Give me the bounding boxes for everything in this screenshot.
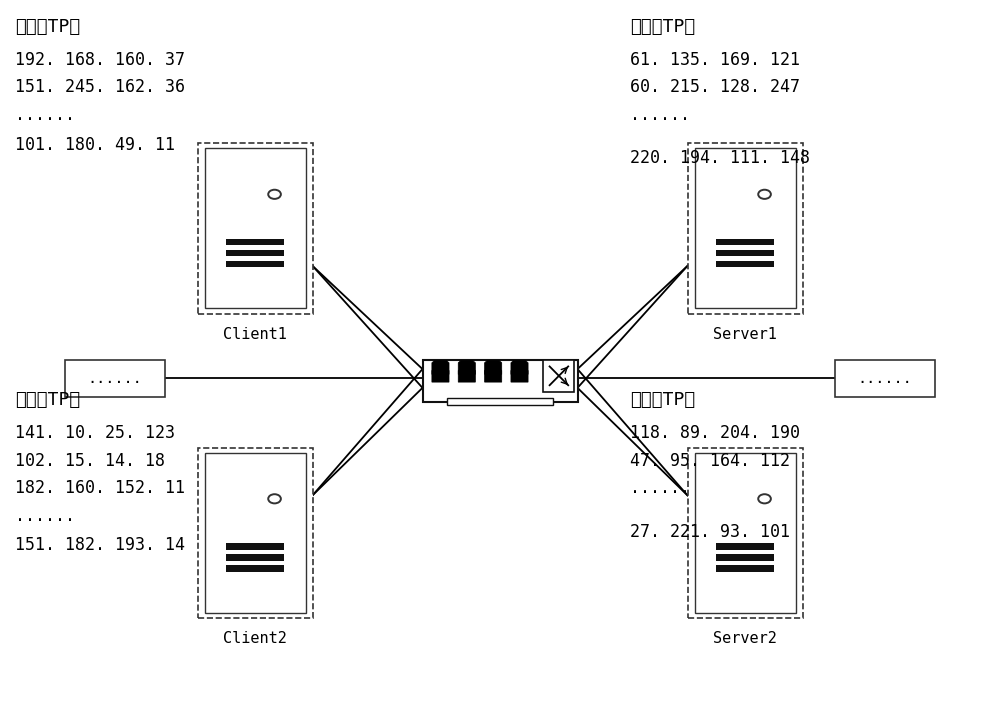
Text: 151. 182. 193. 14: 151. 182. 193. 14 [15, 536, 185, 555]
Bar [226, 261, 284, 268]
Text: 102. 15. 14. 18: 102. 15. 14. 18 [15, 452, 165, 470]
Polygon shape [432, 368, 449, 382]
Text: ......: ...... [630, 479, 690, 497]
Polygon shape [511, 360, 528, 374]
Text: 192. 168. 160. 37: 192. 168. 160. 37 [15, 51, 185, 69]
Text: 182. 160. 152. 11: 182. 160. 152. 11 [15, 479, 185, 497]
Text: ......: ...... [15, 507, 75, 525]
Bar [226, 250, 284, 257]
Bar [694, 452, 796, 613]
Polygon shape [511, 368, 528, 382]
Text: 27. 221. 93. 101: 27. 221. 93. 101 [630, 523, 790, 541]
Bar [716, 250, 774, 257]
Polygon shape [458, 368, 475, 382]
Bar [835, 360, 935, 397]
Polygon shape [458, 360, 475, 374]
Bar [205, 149, 306, 308]
Polygon shape [485, 360, 502, 374]
Text: Client2: Client2 [223, 631, 287, 646]
Text: Server1: Server1 [713, 326, 777, 341]
Text: 绑定的TP为: 绑定的TP为 [630, 392, 695, 410]
Bar [198, 448, 312, 618]
Text: ......: ...... [15, 106, 75, 124]
Bar [205, 452, 306, 613]
Bar [716, 566, 774, 572]
Bar [716, 239, 774, 245]
Text: ......: ...... [88, 371, 142, 386]
Text: 47. 95. 164. 112: 47. 95. 164. 112 [630, 452, 790, 470]
Text: ......: ...... [630, 106, 690, 124]
Bar [422, 360, 578, 402]
Polygon shape [432, 360, 449, 374]
Bar [694, 149, 796, 308]
Bar [688, 144, 802, 313]
Text: Client1: Client1 [223, 326, 287, 341]
Bar [65, 360, 165, 397]
Text: 绑定的TP为: 绑定的TP为 [15, 392, 80, 410]
Bar [226, 239, 284, 245]
Bar [226, 566, 284, 572]
Text: 151. 245. 162. 36: 151. 245. 162. 36 [15, 78, 185, 96]
Text: 118. 89. 204. 190: 118. 89. 204. 190 [630, 424, 800, 442]
Text: 141. 10. 25. 123: 141. 10. 25. 123 [15, 424, 175, 442]
Bar [688, 448, 802, 618]
Text: 61. 135. 169. 121: 61. 135. 169. 121 [630, 51, 800, 69]
Bar [716, 543, 774, 550]
Text: ......: ...... [858, 371, 912, 386]
Text: 101. 180. 49. 11: 101. 180. 49. 11 [15, 136, 175, 154]
Text: 220. 194. 111. 148: 220. 194. 111. 148 [630, 149, 810, 167]
Bar [543, 360, 574, 392]
Bar [716, 261, 774, 268]
Bar [226, 543, 284, 550]
Text: 60. 215. 128. 247: 60. 215. 128. 247 [630, 78, 800, 96]
Bar [447, 399, 553, 405]
Text: 绑定的TP为: 绑定的TP为 [630, 18, 695, 36]
Bar [226, 555, 284, 561]
Bar [198, 144, 312, 313]
Text: Server2: Server2 [713, 631, 777, 646]
Text: 绑定的TP为: 绑定的TP为 [15, 18, 80, 36]
Bar [716, 555, 774, 561]
Polygon shape [485, 368, 502, 382]
